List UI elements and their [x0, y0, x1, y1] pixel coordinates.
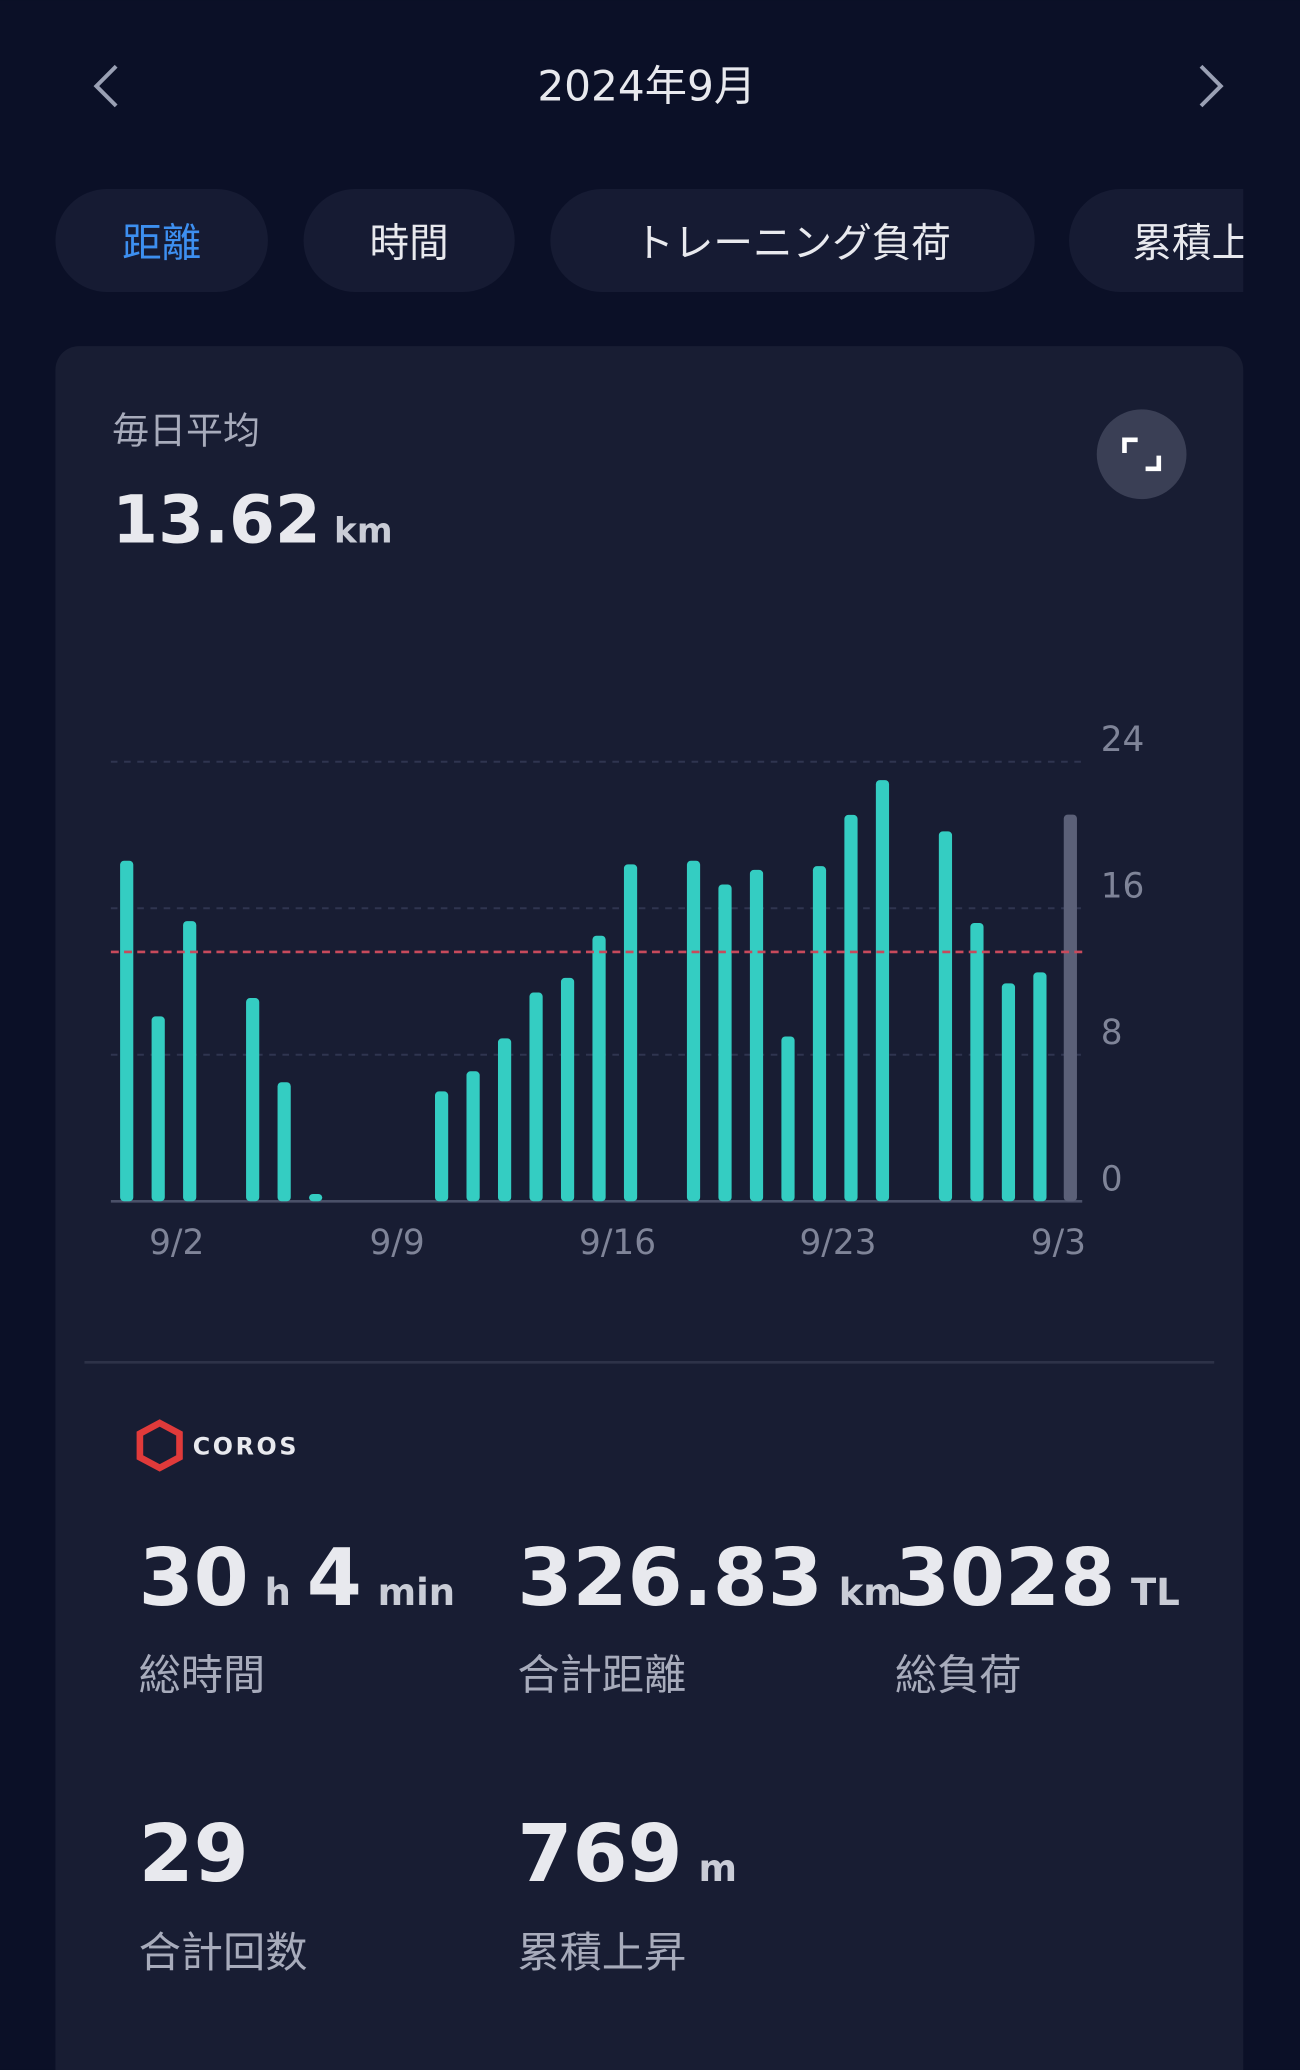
tab-bar: 距離 時間 トレーニング負荷 累積上 [55, 189, 1300, 292]
average-value: 13.62 [112, 482, 321, 559]
bar [781, 1036, 795, 1202]
stat-value: 29 [139, 1808, 249, 1900]
bar [1001, 983, 1016, 1202]
bar [686, 860, 701, 1202]
tab-label: 距離 [122, 220, 201, 266]
stat-value: 30 h 4 min [139, 1532, 456, 1624]
next-month[interactable] [1199, 64, 1224, 108]
cursor [1063, 814, 1077, 1202]
bar [309, 1193, 323, 1202]
bar [1033, 972, 1047, 1202]
bar [749, 869, 764, 1202]
stat-unit: h [265, 1571, 291, 1614]
stat-number: 769 [517, 1808, 682, 1900]
stat-label: 総時間 [139, 1651, 266, 1700]
stat-value: 3028 TL [895, 1532, 1180, 1624]
bar [560, 977, 575, 1202]
bar [938, 831, 953, 1202]
bar [623, 864, 638, 1202]
month-title: 2024年9月 [537, 62, 756, 111]
bar [497, 1038, 512, 1202]
y-tick-label: 8 [1101, 1013, 1123, 1053]
stat-unit: m [698, 1847, 737, 1890]
card [55, 346, 1244, 2070]
expand-icon [1122, 437, 1162, 472]
summary-label: 毎日平均 [112, 410, 260, 453]
stat-number: 4 [307, 1532, 362, 1624]
summary-value: 13.62 km [112, 482, 392, 559]
stat-unit: km [839, 1571, 902, 1614]
bar [435, 1091, 449, 1202]
tab-label: トレーニング負荷 [634, 220, 951, 266]
tab[interactable] [1069, 189, 1300, 292]
bar [718, 884, 732, 1202]
x-tick-label: 9/16 [579, 1223, 656, 1263]
tab[interactable] [303, 189, 515, 292]
stat-number: 326.83 [517, 1532, 823, 1624]
x-tick-label: 9/2 [149, 1223, 204, 1263]
stat-value: 326.83 km [517, 1532, 901, 1624]
stat-label: 累積上昇 [517, 1928, 686, 1977]
bar [466, 1071, 480, 1202]
x-tick-label: 9/23 [799, 1223, 876, 1263]
x-tick-label: 9/3 [1031, 1223, 1086, 1263]
brand-name: COROS [193, 1433, 299, 1461]
y-tick-label: 0 [1101, 1160, 1123, 1200]
stat-unit: TL [1131, 1571, 1180, 1614]
y-tick-label: 16 [1101, 867, 1145, 907]
bar [120, 860, 134, 1202]
stat-unit: min [378, 1571, 455, 1614]
tab-label: 累積上 [1132, 220, 1251, 266]
y-tick-label: 24 [1101, 720, 1145, 760]
stat-value: 769 m [517, 1808, 737, 1900]
tab-label: 時間 [370, 220, 449, 266]
bar [529, 992, 543, 1202]
bar [812, 866, 827, 1202]
bar [844, 814, 858, 1202]
bar [875, 780, 890, 1202]
stat-number: 30 [139, 1532, 249, 1624]
expand-button[interactable] [1096, 409, 1187, 500]
stat-number: 3028 [895, 1532, 1115, 1624]
bar [151, 1016, 165, 1202]
tab[interactable] [550, 189, 1035, 292]
stat-label: 総負荷 [895, 1651, 1022, 1700]
average-unit: km [334, 512, 393, 552]
bar [246, 998, 260, 1202]
bar [277, 1082, 291, 1202]
stat-number: 29 [139, 1808, 249, 1900]
bar [970, 922, 984, 1202]
bar [183, 921, 197, 1202]
stat-label: 合計回数 [139, 1928, 308, 1977]
x-tick-label: 9/9 [369, 1223, 424, 1263]
chart: 0 8 16 24 9/2 9/9 9/16 9/23 9/3 [110, 720, 1145, 1263]
bar [592, 935, 606, 1202]
stats: 30 h 4 min 総時間 326.83 km 合計距離 3028 TL 総負荷 29 合計回数 769… [139, 1532, 1180, 1977]
brand-logo [136, 1419, 183, 1472]
stat-label: 合計距離 [517, 1651, 686, 1700]
tab[interactable] [55, 189, 268, 292]
prev-month[interactable] [93, 64, 118, 108]
